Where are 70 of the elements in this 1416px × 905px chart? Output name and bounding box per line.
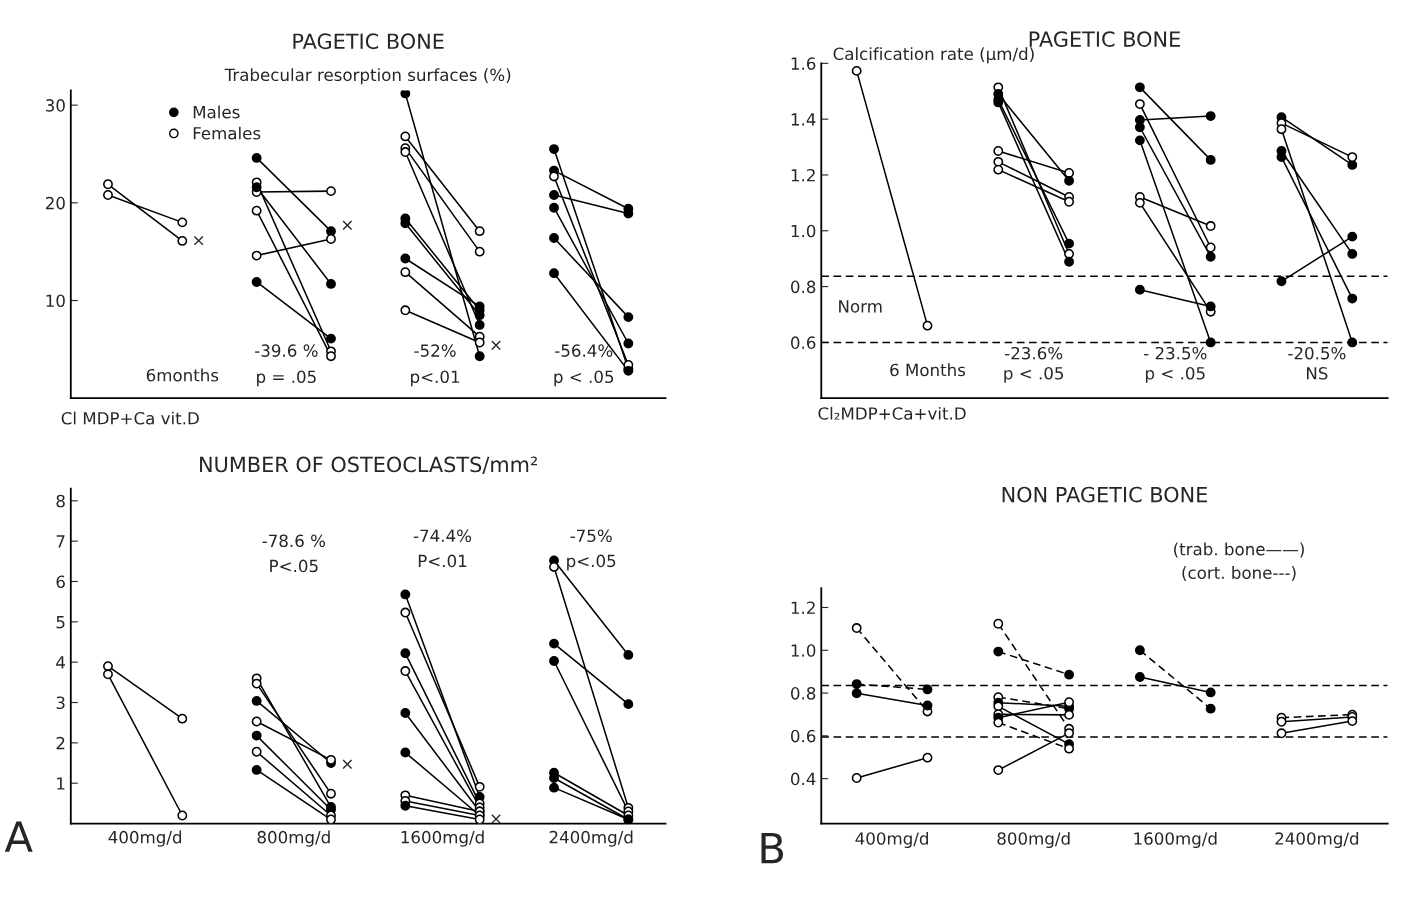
text: 800mg/d bbox=[257, 830, 330, 847]
text: 1600mg/d bbox=[401, 830, 484, 847]
y-tick-label: 7 bbox=[56, 535, 65, 548]
text: Cl₂MDP+Ca+vit.D bbox=[818, 406, 966, 420]
annotation: -75% bbox=[570, 529, 612, 543]
annotation: × bbox=[491, 340, 501, 350]
text: 400mg/d bbox=[108, 830, 182, 847]
y-tick-label: 20 bbox=[45, 196, 65, 210]
chart-subtitle: Trabecular resorption surfaces (%) bbox=[224, 68, 511, 85]
y-tick-label: 0.6 bbox=[791, 729, 816, 743]
annotation: -78.6 % bbox=[262, 534, 326, 548]
text: 2400mg/d bbox=[1275, 831, 1359, 849]
annotation: -39.6 % bbox=[255, 344, 318, 357]
legend-label: Males bbox=[193, 105, 240, 119]
text: 800mg/d bbox=[997, 831, 1070, 849]
annotation: 6months bbox=[146, 368, 219, 382]
annotation: p < .05 bbox=[554, 370, 614, 387]
annotation: -56.4% bbox=[555, 344, 613, 357]
text: B bbox=[761, 832, 784, 864]
y-tick-label: 0.6 bbox=[791, 336, 816, 349]
y-tick-label: 4 bbox=[56, 656, 65, 669]
y-tick-label: 1.2 bbox=[791, 601, 815, 614]
y-tick-label: 8 bbox=[56, 494, 65, 508]
y-tick-label: 1 bbox=[57, 777, 65, 790]
text: (trab. bone——) bbox=[1174, 542, 1304, 558]
y-tick-label: 0.8 bbox=[791, 280, 816, 294]
annotation: p = .05 bbox=[257, 370, 316, 387]
annotation: × bbox=[342, 220, 353, 230]
text: 2400mg/d bbox=[549, 830, 633, 847]
y-tick-label: 10 bbox=[46, 294, 65, 308]
text: 1600mg/d bbox=[1134, 831, 1217, 849]
annotation: p < .05 bbox=[1145, 366, 1205, 383]
y-tick-label: 1.6 bbox=[791, 57, 816, 70]
annotation: -23.6% bbox=[1005, 346, 1063, 360]
annotation: Norm bbox=[839, 300, 882, 313]
text: Cl MDP+Ca vit.D bbox=[61, 411, 199, 425]
y-tick-label: 1.2 bbox=[791, 168, 815, 182]
annotation: P<.01 bbox=[418, 554, 467, 568]
legend-label: Females bbox=[193, 126, 261, 140]
text: 400mg/d bbox=[855, 831, 928, 849]
annotation: -52% bbox=[414, 344, 456, 357]
annotation: P<.05 bbox=[270, 559, 318, 573]
chart-title: PAGETIC BONE bbox=[1029, 31, 1180, 47]
y-tick-label: 1.0 bbox=[791, 644, 816, 657]
y-tick-label: 3 bbox=[56, 696, 65, 710]
chart-title: PAGETIC BONE bbox=[293, 33, 444, 50]
annotation: -74.4% bbox=[413, 529, 472, 543]
annotation: 6 Months bbox=[890, 363, 966, 377]
annotation: p < .05 bbox=[1004, 366, 1064, 383]
y-tick-label: 30 bbox=[46, 99, 65, 112]
y-axis-title: Calcification rate (μm/d) bbox=[833, 47, 1034, 64]
chart-title: NON PAGETIC BONE bbox=[1002, 486, 1208, 503]
y-tick-label: 6 bbox=[56, 575, 65, 589]
y-tick-label: 0.8 bbox=[791, 687, 816, 700]
y-tick-label: 5 bbox=[56, 616, 65, 629]
annotation: NS bbox=[1306, 366, 1328, 380]
annotation: × bbox=[342, 759, 353, 770]
annotation: p<.05 bbox=[567, 554, 616, 571]
annotation: p<.01 bbox=[411, 370, 460, 387]
annotation: × bbox=[491, 814, 501, 824]
y-tick-label: 1.0 bbox=[791, 224, 816, 238]
y-tick-label: 1.4 bbox=[791, 113, 816, 126]
annotation: - 23.5% bbox=[1143, 346, 1207, 360]
y-tick-label: 2 bbox=[56, 736, 65, 750]
chart-title: NUMBER OF OSTEOCLASTS/mm² bbox=[200, 456, 537, 474]
text: A bbox=[4, 821, 33, 852]
y-tick-label: 0.4 bbox=[791, 772, 816, 786]
annotation: × bbox=[193, 235, 204, 246]
annotation: -20.5% bbox=[1288, 346, 1346, 360]
text: (cort. bone---) bbox=[1182, 566, 1296, 581]
